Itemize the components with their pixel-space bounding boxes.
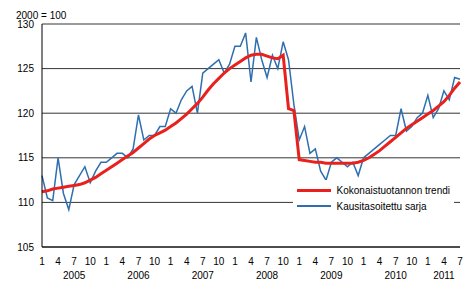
svg-text:10: 10 — [149, 256, 161, 267]
svg-text:10: 10 — [278, 256, 290, 267]
svg-text:4: 4 — [313, 256, 319, 267]
svg-text:7: 7 — [457, 256, 463, 267]
svg-text:105: 105 — [17, 242, 34, 253]
svg-text:4: 4 — [441, 256, 447, 267]
svg-text:2008: 2008 — [256, 270, 279, 281]
html-text:Kokonaistuotannon trendi: Kokonaistuotannon trendi — [336, 184, 450, 196]
svg-text:7: 7 — [393, 256, 399, 267]
svg-text:4: 4 — [184, 256, 190, 267]
svg-text:1: 1 — [425, 256, 431, 267]
svg-text:130: 130 — [17, 19, 34, 30]
svg-text:2011: 2011 — [433, 270, 455, 281]
html-text:2000 = 100: 2000 = 100 — [16, 10, 67, 21]
svg-text:1: 1 — [168, 256, 174, 267]
svg-text:2010: 2010 — [385, 270, 408, 281]
svg-text:1: 1 — [361, 256, 367, 267]
svg-text:7: 7 — [200, 256, 206, 267]
svg-text:7: 7 — [136, 256, 142, 267]
svg-text:4: 4 — [248, 256, 254, 267]
svg-text:2007: 2007 — [192, 270, 215, 281]
svg-text:1: 1 — [296, 256, 302, 267]
svg-text:10: 10 — [406, 256, 418, 267]
svg-text:120: 120 — [17, 108, 34, 119]
svg-text:7: 7 — [264, 256, 270, 267]
svg-text:7: 7 — [71, 256, 77, 267]
svg-text:10: 10 — [342, 256, 354, 267]
svg-text:1: 1 — [104, 256, 110, 267]
svg-text:4: 4 — [377, 256, 383, 267]
svg-text:2009: 2009 — [320, 270, 343, 281]
html-text:Kausitasoitettu sarja: Kausitasoitettu sarja — [336, 200, 427, 212]
svg-text:2006: 2006 — [127, 270, 150, 281]
svg-text:110: 110 — [18, 197, 34, 208]
svg-text:2005: 2005 — [63, 270, 86, 281]
svg-text:10: 10 — [85, 256, 97, 267]
svg-text:4: 4 — [120, 256, 126, 267]
svg-text:1: 1 — [232, 256, 238, 267]
svg-text:1: 1 — [39, 256, 45, 267]
svg-text:4: 4 — [55, 256, 61, 267]
svg-text:10: 10 — [213, 256, 225, 267]
svg-text:115: 115 — [18, 152, 34, 163]
svg-text:7: 7 — [329, 256, 335, 267]
svg-text:125: 125 — [17, 63, 34, 74]
